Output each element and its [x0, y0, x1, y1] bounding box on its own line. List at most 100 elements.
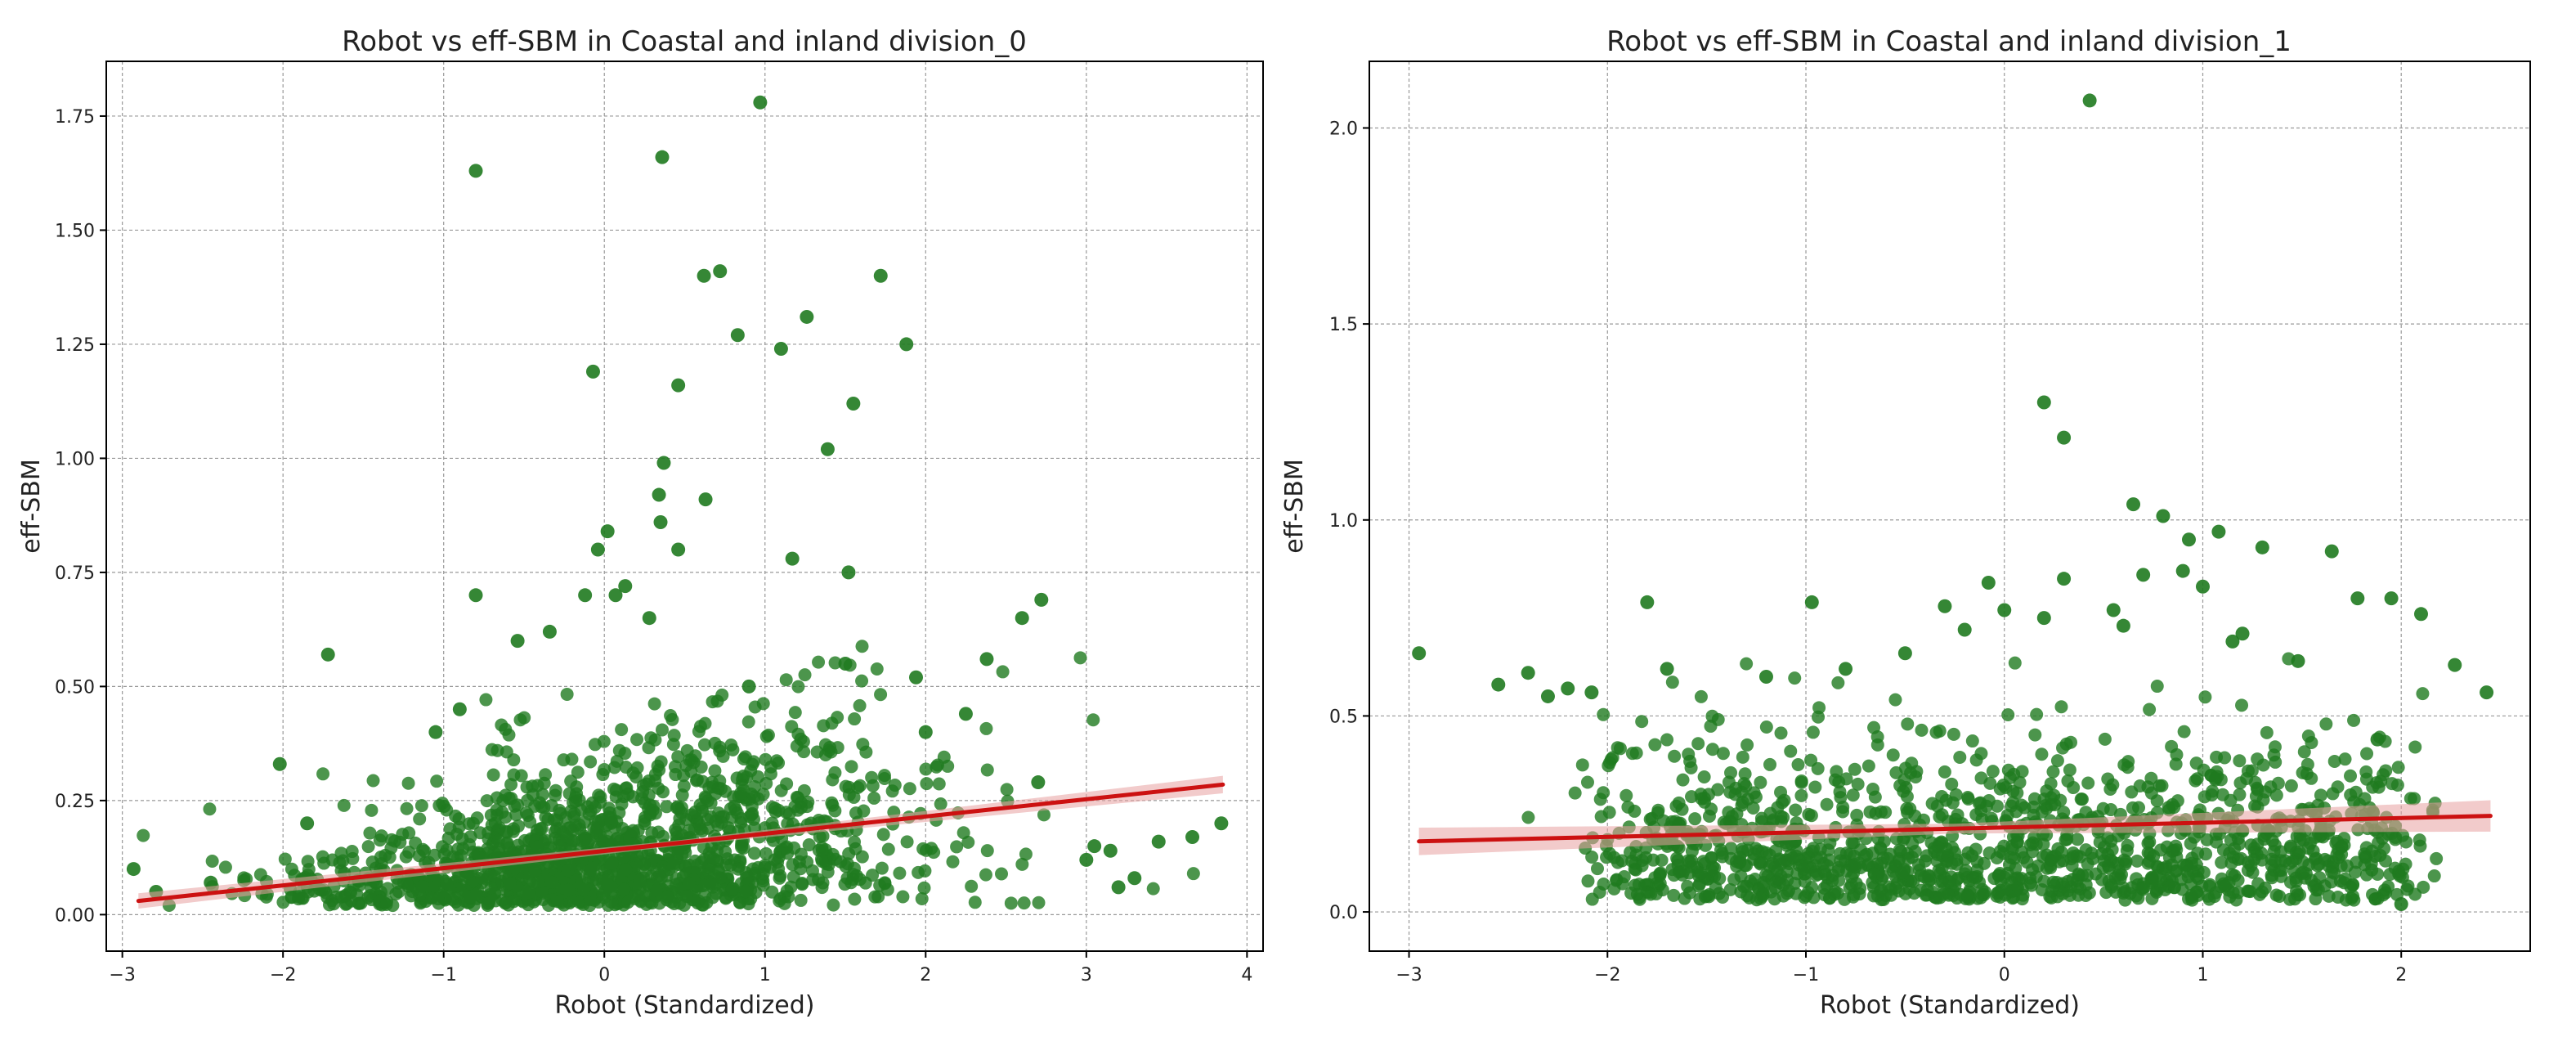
- right-cloud-point: [1798, 891, 1812, 905]
- left-scatter-point-18: [590, 542, 605, 557]
- left-cloud-point: [980, 763, 994, 777]
- left-cloud-point: [551, 895, 565, 909]
- right-cloud-point: [2210, 750, 2224, 764]
- left-cloud-point: [596, 768, 610, 782]
- right-x-tick-label-2: −1: [1793, 965, 1819, 985]
- left-cloud-point: [572, 896, 586, 909]
- right-cloud-point: [2072, 888, 2085, 902]
- right-cloud-point: [2260, 725, 2274, 739]
- left-cloud-point: [426, 881, 440, 895]
- left-cloud-point: [848, 712, 862, 726]
- left-cloud-point: [350, 888, 364, 902]
- right-scatter-point-25: [2225, 634, 2240, 649]
- left-cloud-point: [696, 774, 710, 788]
- right-cloud-point: [2257, 833, 2271, 846]
- left-cloud-point: [361, 840, 375, 854]
- right-scatter-point-28: [1997, 603, 2012, 617]
- right-cloud-point: [1833, 846, 1847, 860]
- right-cloud-point: [2331, 780, 2345, 794]
- right-scatter-point-34: [2036, 611, 2051, 626]
- right-cloud-point: [1936, 874, 1950, 888]
- left-cloud-point: [805, 864, 819, 878]
- left-cloud-point: [853, 698, 867, 712]
- left-cloud-point: [685, 753, 699, 767]
- left-cloud-point: [849, 806, 862, 820]
- right-cloud-point: [1789, 803, 1803, 817]
- right-cloud-point: [2063, 735, 2077, 749]
- right-cloud-point: [1673, 864, 1687, 878]
- right-cloud-point: [1629, 746, 1643, 760]
- left-cloud-point: [544, 841, 558, 855]
- left-cloud-point: [621, 787, 635, 801]
- right-cloud-point: [1776, 796, 1790, 810]
- right-cloud-point: [2333, 874, 2347, 888]
- right-cloud-point: [1847, 836, 1861, 850]
- right-cloud-point: [1606, 751, 1620, 765]
- left-cloud-point: [734, 815, 748, 829]
- right-cloud-point: [1767, 892, 1781, 906]
- right-cloud-point: [2040, 848, 2054, 862]
- left-cloud-point: [794, 847, 808, 861]
- left-cloud-point: [748, 779, 762, 793]
- left-cloud-point: [779, 673, 793, 687]
- left-cloud-point: [1017, 896, 1031, 910]
- right-regression-line: [1417, 814, 2493, 844]
- right-scatter-point-36: [2394, 896, 2408, 911]
- left-cloud-point: [747, 846, 761, 860]
- right-x-axis-label: Robot (Standardized): [1820, 991, 2080, 1020]
- left-cloud-point: [647, 697, 661, 711]
- left-scatter-point-7: [730, 328, 745, 343]
- left-scatter-point-42: [1103, 843, 1118, 858]
- right-cloud-point: [2177, 725, 2191, 738]
- left-cloud-point: [741, 715, 755, 729]
- right-cloud-point: [1714, 843, 1727, 857]
- left-cloud-point: [765, 816, 779, 830]
- right-cloud-point: [2000, 808, 2014, 822]
- left-cloud-point: [650, 884, 664, 898]
- right-cloud-point: [2106, 778, 2120, 792]
- left-cloud-point: [633, 873, 647, 887]
- right-cloud-point: [1781, 887, 1794, 900]
- right-cloud-point: [2063, 763, 2076, 777]
- right-cloud-point: [2191, 846, 2205, 860]
- left-x-tick-label-7: 4: [1241, 965, 1252, 985]
- right-cloud-point: [2391, 761, 2405, 774]
- right-cloud-point: [1734, 869, 1748, 883]
- right-cloud-point: [2096, 861, 2110, 875]
- right-cloud-point: [1850, 808, 1864, 822]
- right-cloud-point: [1684, 860, 1698, 873]
- right-cloud-point: [2121, 755, 2135, 769]
- left-cloud-point: [531, 874, 545, 888]
- left-axes-frame: [105, 61, 1264, 952]
- right-cloud-point: [1925, 797, 1939, 810]
- right-cloud-point: [2170, 747, 2184, 761]
- right-cloud-point: [1876, 869, 1890, 883]
- right-x-tick-label-4: 1: [2197, 965, 2208, 985]
- left-cloud-point: [584, 755, 598, 769]
- right-cloud-point: [1870, 729, 1884, 743]
- left-cloud-point: [664, 709, 678, 723]
- right-cloud-point: [1802, 807, 1816, 821]
- right-cloud-point: [2224, 856, 2238, 870]
- right-cloud-point: [1738, 767, 1752, 781]
- left-cloud-point: [688, 805, 702, 819]
- right-cloud-point: [2291, 888, 2305, 902]
- right-cloud-point: [1691, 737, 1705, 751]
- right-cloud-point: [1763, 806, 1777, 820]
- right-cloud-point: [1575, 758, 1589, 772]
- right-cloud-point: [2372, 836, 2386, 850]
- right-scatter-point-37: [2370, 732, 2385, 747]
- right-cloud-point: [2184, 837, 2197, 851]
- right-cloud-point: [2274, 845, 2287, 859]
- right-cloud-point: [2145, 891, 2159, 905]
- right-cloud-point: [1668, 749, 1682, 763]
- left-cloud-point: [522, 886, 536, 900]
- left-cloud-point: [668, 760, 682, 774]
- right-cloud-point: [2416, 687, 2430, 701]
- right-cloud-point: [1834, 791, 1848, 805]
- left-x-tick-label-6: 3: [1081, 965, 1092, 985]
- left-cloud-point: [785, 720, 799, 734]
- right-cloud-point: [1620, 788, 1633, 802]
- right-cloud-point: [1591, 862, 1605, 876]
- left-cloud-point: [450, 842, 464, 856]
